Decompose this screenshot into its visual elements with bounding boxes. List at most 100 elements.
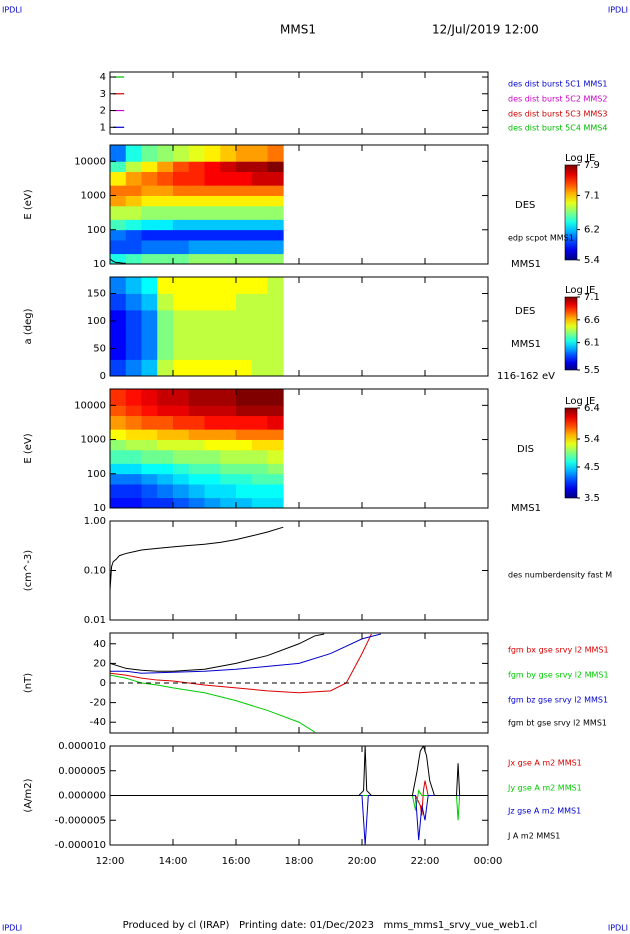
spectrogram-cell: [141, 449, 158, 464]
spectrogram-cell: [188, 405, 205, 417]
spectrogram-cell: [220, 310, 237, 327]
spectrogram-cell: [236, 277, 253, 294]
spectrogram-cell: [204, 145, 221, 162]
spectrogram-cell: [110, 343, 127, 360]
y-tick-label: 20: [93, 658, 106, 669]
spectrogram-cell: [125, 219, 142, 231]
y-tick-label: 0: [100, 678, 106, 689]
spectrogram-cell: [110, 253, 127, 264]
spectrogram-cell: [173, 229, 190, 241]
spectrogram-cell: [188, 415, 205, 430]
spectrogram-cell: [236, 415, 253, 430]
spectrogram-cell: [157, 405, 174, 417]
panel-label: MMS1: [511, 503, 541, 514]
colorbar-tick-label: 7.1: [584, 292, 600, 303]
spectrogram-cell: [141, 415, 158, 430]
y-tick-label: 10: [93, 259, 106, 270]
spectrogram-cell: [220, 145, 237, 162]
spectrogram-cell: [251, 171, 268, 186]
spectrogram-cell: [157, 253, 174, 264]
spectrogram-cell: [173, 497, 190, 508]
spectrogram-cell: [110, 463, 127, 475]
corner-label: IPDLI: [2, 6, 22, 15]
spectrogram-cell: [188, 343, 205, 360]
spectrogram-cell: [267, 449, 284, 464]
spectrogram-cell: [173, 359, 190, 376]
spectrogram-cell: [125, 185, 142, 196]
spectrogram-cell: [236, 229, 253, 241]
spectrogram-cell: [267, 229, 284, 241]
spectrogram-cell: [157, 473, 174, 485]
spectrogram-cell: [236, 463, 253, 475]
spectrogram-cell: [141, 145, 158, 162]
panel: [110, 746, 488, 845]
y-axis-title: E (eV): [23, 189, 34, 219]
spectrogram-cell: [110, 484, 127, 499]
spectrogram-cell: [236, 171, 253, 186]
spectrogram-cell: [157, 185, 174, 196]
spectrogram-cell: [157, 497, 174, 508]
spectrogram-cell: [125, 405, 142, 417]
spectrogram-cell: [236, 185, 253, 196]
spectrogram-cell: [236, 310, 253, 327]
spectrogram-cell: [157, 240, 174, 255]
spectrogram-cell: [188, 389, 205, 406]
spectrogram-cell: [251, 343, 268, 360]
series-line: [110, 795, 488, 845]
spectrogram-cell: [267, 253, 284, 264]
spectrogram-cell: [220, 497, 237, 508]
spectrogram-cell: [110, 449, 127, 464]
y-tick-label: 4: [100, 72, 106, 83]
spectrogram-cell: [188, 473, 205, 485]
y-tick-label: 1000: [81, 435, 106, 446]
spectrogram-cell: [125, 229, 142, 241]
spectrogram-cell: [125, 497, 142, 508]
spectrogram-cell: [141, 439, 158, 451]
colorbar-title: Log JE: [565, 153, 595, 164]
spectrogram-cell: [204, 161, 221, 173]
spectrogram-cell: [173, 326, 190, 344]
spectrogram-cell: [110, 240, 127, 255]
series-line: [110, 789, 488, 821]
spectrogram-cell: [157, 293, 174, 311]
spectrogram-cell: [173, 145, 190, 162]
spectrogram-cell: [267, 293, 284, 311]
spectrogram-cell: [141, 219, 158, 231]
legend-label: fgm bt gse srvy l2 MMS1: [508, 719, 607, 728]
spectrogram-cell: [204, 343, 221, 360]
y-axis-title: (nT): [23, 673, 34, 693]
spectrogram-cell: [188, 277, 205, 294]
spectrogram-cell: [204, 240, 221, 255]
spectrogram-cell: [267, 415, 284, 430]
legend-label: Jx gse A m2 MMS1: [507, 759, 582, 768]
y-tick-label: 2: [100, 106, 106, 117]
spectrogram-cell: [267, 277, 284, 294]
spectrogram-cell: [220, 326, 237, 344]
spectrogram-cell: [157, 389, 174, 406]
y-tick-label: 10000: [74, 400, 106, 411]
spectrogram-cell: [173, 449, 190, 464]
spectrogram-cell: [267, 497, 284, 508]
y-axis-title: E (eV): [23, 433, 34, 463]
spectrogram-cell: [267, 195, 284, 207]
spectrogram-cell: [204, 205, 221, 220]
spectrogram-cell: [125, 145, 142, 162]
series-line: [110, 674, 316, 733]
spectrogram-cell: [125, 389, 142, 406]
spectrogram-cell: [157, 171, 174, 186]
colorbar-tick-label: 6.4: [584, 403, 600, 414]
spectrogram-cell: [267, 240, 284, 255]
spectrogram-cell: [157, 429, 174, 440]
legend-label: des dist burst 5C2 MMS2: [508, 95, 607, 104]
colorbar-tick-label: 5.4: [584, 255, 600, 266]
spectrogram-cell: [236, 253, 253, 264]
spectrogram-cell: [110, 229, 127, 241]
spectrogram-cell: [251, 439, 268, 451]
series-line: [110, 746, 488, 796]
spectrogram-cell: [110, 171, 127, 186]
spectrogram-cell: [251, 326, 268, 344]
spectrogram-cell: [188, 449, 205, 464]
spectrogram-cell: [251, 463, 268, 475]
spectrogram-cell: [204, 389, 221, 406]
legend-label: des dist burst 5C1 MMS1: [508, 80, 607, 89]
